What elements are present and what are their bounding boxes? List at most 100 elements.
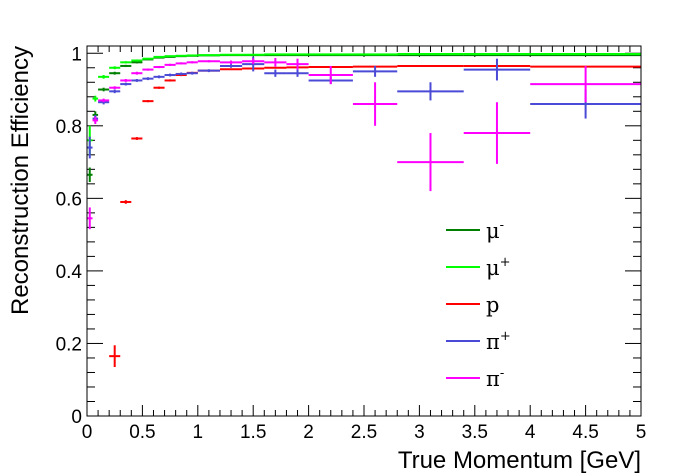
data-point <box>164 79 176 82</box>
data-point <box>530 52 641 55</box>
data-point <box>164 63 176 66</box>
data-point <box>186 71 198 75</box>
legend-label: π- <box>486 366 504 391</box>
data-point <box>463 52 531 55</box>
legend-label-base: μ <box>486 219 500 243</box>
data-point <box>352 82 398 126</box>
legend-label-superscript: - <box>500 218 504 233</box>
data-point <box>120 79 132 82</box>
data-point <box>153 55 165 58</box>
legend-item-4: π- <box>446 366 504 391</box>
axis-ticks <box>86 46 642 417</box>
x-tick-label: 2.5 <box>351 422 377 443</box>
data-point <box>109 71 121 75</box>
y-axis-title: Reconstruction Efficiency <box>7 46 34 315</box>
data-point <box>352 65 398 77</box>
legend-item-3: π+ <box>446 329 511 354</box>
data-point <box>186 61 198 64</box>
data-point <box>98 98 110 103</box>
data-point <box>109 89 121 94</box>
data-point <box>164 55 176 58</box>
y-tick-label: 0.8 <box>56 117 82 138</box>
x-axis-title: True Momentum [GeV] <box>398 447 641 474</box>
legend-label-base: π <box>486 367 500 391</box>
series-4 <box>87 57 641 230</box>
data-point <box>131 59 143 62</box>
data-point <box>98 75 110 79</box>
data-point <box>131 137 143 140</box>
data-point <box>463 102 531 164</box>
data-point <box>98 87 110 92</box>
data-point <box>286 69 309 77</box>
series-3 <box>87 56 641 159</box>
legend-label: π+ <box>486 329 511 354</box>
data-point <box>397 82 464 101</box>
data-point <box>120 61 132 64</box>
data-point <box>219 64 243 68</box>
data-point <box>109 86 121 90</box>
data-point <box>264 53 287 56</box>
legend-item-2: p <box>446 293 499 317</box>
data-point <box>120 64 132 68</box>
x-tick-label: 0 <box>82 422 93 443</box>
legend-label: μ+ <box>486 255 511 280</box>
data-point <box>286 53 309 56</box>
data-point <box>131 79 143 82</box>
data-point <box>175 62 187 65</box>
legend-item-0: μ- <box>446 218 504 243</box>
data-point <box>352 53 398 56</box>
data-point <box>142 57 154 60</box>
data-point <box>109 345 121 368</box>
data-point <box>530 65 641 103</box>
data-point <box>87 136 93 159</box>
data-point <box>142 100 154 103</box>
data-point <box>463 58 531 81</box>
data-point <box>286 58 309 70</box>
data-point <box>175 54 187 57</box>
data-point <box>397 133 464 192</box>
plot-frame <box>86 45 642 417</box>
legend: μ-μ+pπ+π- <box>446 218 511 391</box>
y-tick-label: 0.2 <box>56 334 82 355</box>
data-point <box>197 60 220 63</box>
data-point <box>92 116 99 124</box>
plot-data <box>87 52 641 368</box>
legend-label-base: π <box>486 330 500 354</box>
tick-labels: 0 0.5 1 1.5 2 2.5 3 3.5 4 4.5 5 0 0.2 0.4 0.6 0.8 1 <box>56 44 647 443</box>
x-tick-label: 4.5 <box>572 422 598 443</box>
legend-label-superscript: + <box>500 255 511 270</box>
data-point <box>219 68 243 71</box>
data-point <box>197 69 220 73</box>
data-point <box>219 53 243 56</box>
legend-label: μ- <box>486 218 504 243</box>
x-tick-label: 5 <box>636 422 647 443</box>
data-point <box>175 72 187 76</box>
y-tick-label: 0.4 <box>56 262 83 283</box>
data-point <box>219 60 243 65</box>
data-point <box>397 64 464 67</box>
data-point <box>153 65 165 69</box>
data-point <box>142 68 154 71</box>
legend-label-superscript: - <box>500 366 504 381</box>
data-point <box>186 54 198 57</box>
data-point <box>131 71 143 75</box>
data-point <box>242 58 265 65</box>
y-tick-label: 0 <box>71 407 82 428</box>
x-tick-label: 1.5 <box>240 422 266 443</box>
data-point <box>87 167 93 183</box>
data-point <box>120 82 132 86</box>
x-tick-label: 0.5 <box>129 422 155 443</box>
legend-label-superscript: + <box>500 329 511 344</box>
x-tick-label: 4 <box>525 422 536 443</box>
legend-label: p <box>486 293 499 317</box>
data-point <box>242 53 265 56</box>
legend-item-1: μ+ <box>446 255 511 280</box>
legend-label-base: p <box>486 293 499 317</box>
data-point <box>308 65 353 85</box>
data-point <box>92 95 99 102</box>
data-point <box>264 69 287 77</box>
data-point <box>153 86 165 89</box>
data-point <box>397 52 464 55</box>
y-tick-label: 0.6 <box>56 189 82 210</box>
